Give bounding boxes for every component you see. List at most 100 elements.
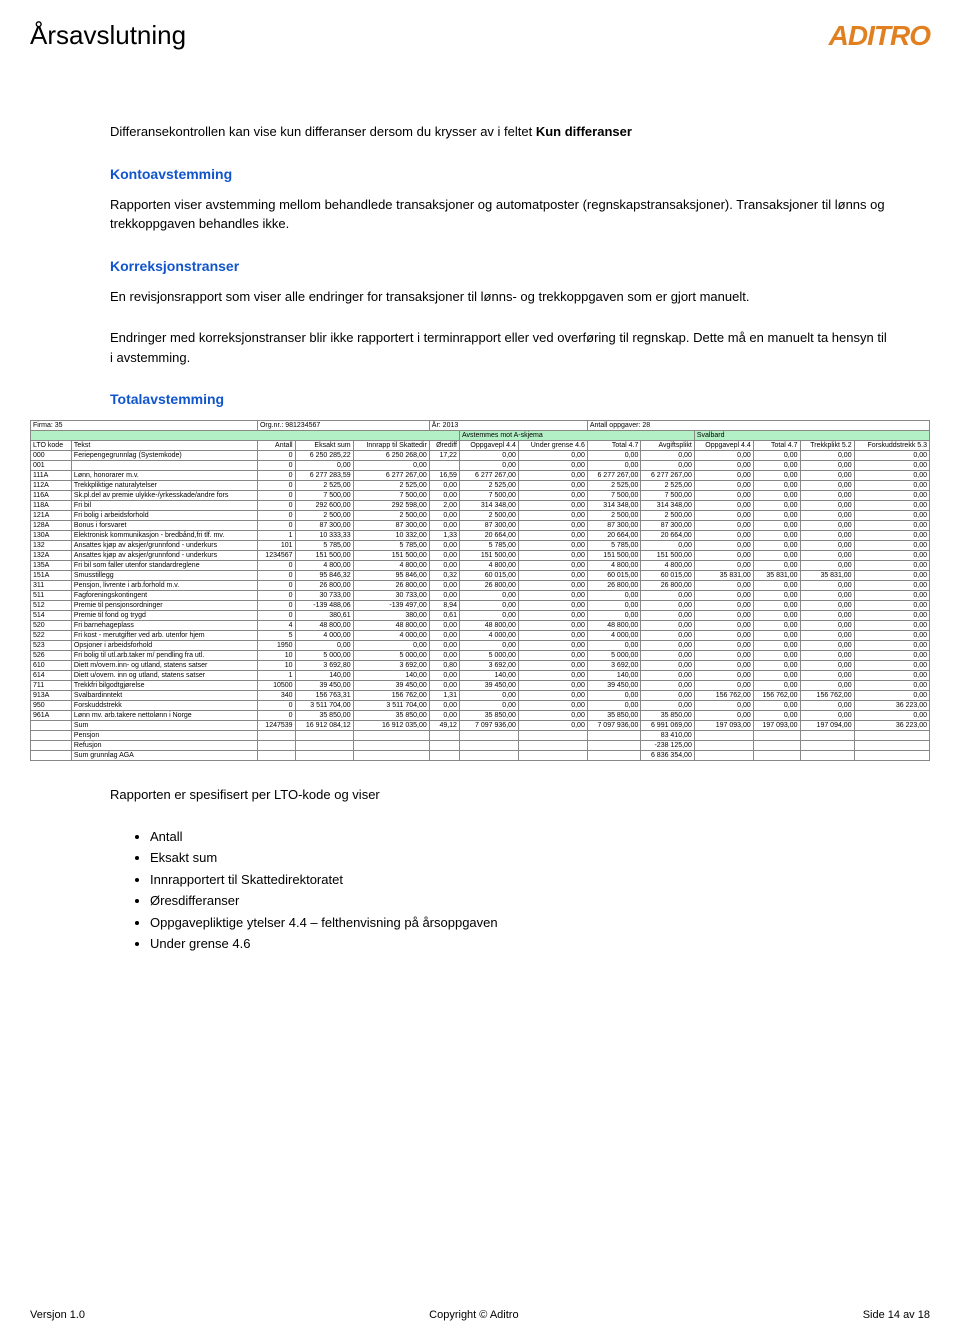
table-cell: 151 500,00 xyxy=(459,551,518,561)
table-cell: 0,00 xyxy=(518,501,587,511)
table-cell: 0,00 xyxy=(800,591,854,601)
meta-antall: Antall oppgaver: 28 xyxy=(587,421,929,431)
table-cell xyxy=(518,731,587,741)
table-cell: 0,00 xyxy=(753,541,800,551)
table-cell: 2,00 xyxy=(429,501,459,511)
table-cell: 0,00 xyxy=(753,621,800,631)
table-group-row: Avstemmes mot A-skjema Svalbard xyxy=(31,431,930,441)
table-cell: 0,00 xyxy=(459,701,518,711)
table-cell: Premie til pensjonsordninger xyxy=(71,601,257,611)
table-cell: Opsjoner i arbeidsforhold xyxy=(71,641,257,651)
table-cell: 1,31 xyxy=(429,691,459,701)
meta-ar: År: 2013 xyxy=(429,421,587,431)
table-cell: 0,00 xyxy=(694,541,753,551)
table-cell: 511 xyxy=(31,591,72,601)
footer-value: 6 836 354,00 xyxy=(641,751,695,761)
table-cell: 5 785,00 xyxy=(295,541,353,551)
paragraph-konto: Rapporten viser avstemming mellom behand… xyxy=(110,195,890,234)
table-cell: 0,00 xyxy=(800,711,854,721)
table-cell: 0,00 xyxy=(753,631,800,641)
table-cell: 0,00 xyxy=(459,611,518,621)
table-cell: 87 300,00 xyxy=(353,521,429,531)
table-cell: Fri bolig i arbeidsforhold xyxy=(71,511,257,521)
table-body: 000Feriepengegrunnlag (Systemkode)06 250… xyxy=(31,451,930,731)
table-cell: 36 223,00 xyxy=(854,701,929,711)
table-cell: 0,00 xyxy=(518,531,587,541)
table-cell: 0,00 xyxy=(641,611,695,621)
table-cell: 0,00 xyxy=(800,491,854,501)
table-cell: 0,00 xyxy=(518,561,587,571)
table-row: 118AFri bil0292 600,00292 598,002,00314 … xyxy=(31,501,930,511)
table-cell: 0,00 xyxy=(518,571,587,581)
table-cell: 0,00 xyxy=(587,601,641,611)
paragraph-korr1: En revisjonsrapport som viser alle endri… xyxy=(110,287,890,307)
table-cell: 314 348,00 xyxy=(587,501,641,511)
table-cell: 4 800,00 xyxy=(587,561,641,571)
table-cell: 0,00 xyxy=(518,661,587,671)
table-cell: 0,00 xyxy=(587,691,641,701)
table-cell: 0,00 xyxy=(641,691,695,701)
table-cell: 0,00 xyxy=(518,591,587,601)
table-row: 523Opsjoner i arbeidsforhold19500,000,00… xyxy=(31,641,930,651)
table-cell: 0,00 xyxy=(694,701,753,711)
table-cell: 0,00 xyxy=(429,591,459,601)
table-cell: 0,00 xyxy=(429,631,459,641)
table-cell: 17,22 xyxy=(429,451,459,461)
table-cell: 0,00 xyxy=(753,711,800,721)
table-cell: 140,00 xyxy=(459,671,518,681)
table-cell xyxy=(800,731,854,741)
table-cell: Smusstillegg xyxy=(71,571,257,581)
footer-page: Side 14 av 18 xyxy=(863,1309,930,1321)
table-cell: 26 800,00 xyxy=(587,581,641,591)
table-footer-row: Pensjon83 410,00 xyxy=(31,731,930,741)
table-cell: 0,00 xyxy=(854,661,929,671)
table-cell xyxy=(753,751,800,761)
table-cell: 0,00 xyxy=(429,621,459,631)
table-cell: 0,00 xyxy=(800,601,854,611)
table-row: 121AFri bolig i arbeidsforhold02 500,002… xyxy=(31,511,930,521)
paragraph-korr2: Endringer med korreksjonstranser blir ik… xyxy=(110,328,890,367)
footer-copyright: Copyright © Aditro xyxy=(429,1309,518,1321)
table-cell: 0,00 xyxy=(459,451,518,461)
table-cell: 10 xyxy=(257,661,295,671)
table-cell: 2 525,00 xyxy=(587,481,641,491)
table-cell: 0,00 xyxy=(854,531,929,541)
column-header: Eksakt sum xyxy=(295,441,353,451)
table-row: 151ASmusstillegg095 846,3295 846,000,326… xyxy=(31,571,930,581)
table-cell: 0,00 xyxy=(429,511,459,521)
table-cell: 3 511 704,00 xyxy=(295,701,353,711)
table-cell: 0,00 xyxy=(753,641,800,651)
table-cell: 39 450,00 xyxy=(353,681,429,691)
heading-totalavstemming: Totalavstemming xyxy=(110,389,890,410)
table-cell: 197 094,00 xyxy=(800,721,854,731)
table-cell: 0,00 xyxy=(753,681,800,691)
table-cell: Fri kost - merutgifter ved arb. utenfor … xyxy=(71,631,257,641)
table-cell: 2 500,00 xyxy=(641,511,695,521)
table-cell: 2 525,00 xyxy=(459,481,518,491)
table-cell: 6 250 268,00 xyxy=(353,451,429,461)
table-cell: 0,00 xyxy=(694,581,753,591)
table-row: 526Fri bolig til utl.arb.taker m/ pendli… xyxy=(31,651,930,661)
table-cell: 0,00 xyxy=(800,581,854,591)
table-cell xyxy=(31,741,72,751)
table-cell: 0,00 xyxy=(800,511,854,521)
column-header: Trekkplikt 5.2 xyxy=(800,441,854,451)
table-cell: 0,00 xyxy=(854,511,929,521)
table-cell xyxy=(295,741,353,751)
table-cell: Diett u/overn. inn og utland, statens sa… xyxy=(71,671,257,681)
table-cell: 6 277 267,00 xyxy=(587,471,641,481)
table-cell: 0,00 xyxy=(800,471,854,481)
table-cell: 0,00 xyxy=(641,701,695,711)
table-cell: 0 xyxy=(257,581,295,591)
table-cell: 0 xyxy=(257,571,295,581)
table-cell: 0,00 xyxy=(459,461,518,471)
table-cell: 0,00 xyxy=(518,461,587,471)
table-cell: 0,00 xyxy=(753,561,800,571)
table-cell: 0,00 xyxy=(459,591,518,601)
table-cell xyxy=(257,731,295,741)
column-header: Oppgavepl 4.4 xyxy=(694,441,753,451)
table-cell: 0,00 xyxy=(854,581,929,591)
table-cell: 0,00 xyxy=(429,701,459,711)
table-cell: -139 488,06 xyxy=(295,601,353,611)
table-cell: 314 348,00 xyxy=(459,501,518,511)
